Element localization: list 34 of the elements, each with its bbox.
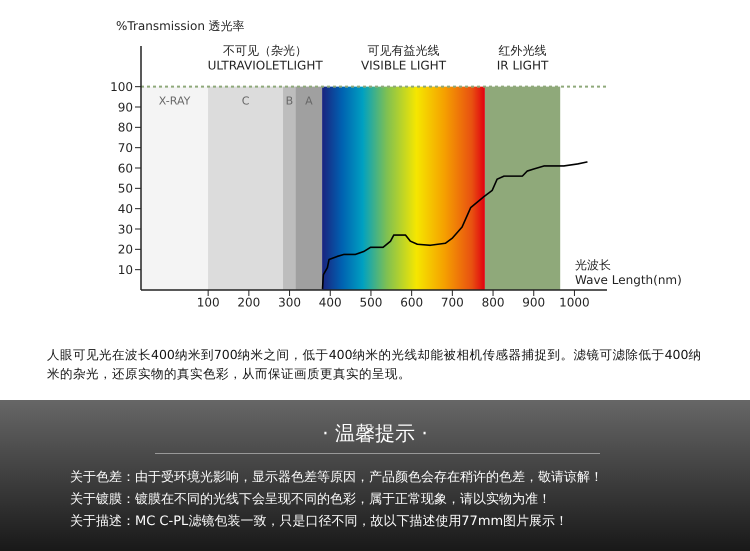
band-label: 不可见（杂光） ULTRAVIOLETLIGHT	[208, 44, 324, 73]
x-tick-label: 800	[482, 296, 504, 310]
text: 关于描述：MC C-PL滤镜包装一致，只是口径不同，故以下描述使用77mm图片展示！	[70, 513, 568, 530]
x-tick-label: 100	[196, 296, 220, 310]
band-label: B	[286, 94, 294, 108]
x-tick-label: 200	[237, 296, 260, 310]
x-axis-title: 光波长 Wave Length(nm)	[575, 258, 682, 288]
y-tick-label: 70	[118, 140, 133, 155]
text: 关于镀膜：镀膜在不同的光线下会呈现不同的色彩，属于正常现象，请以实物为准！	[70, 491, 551, 508]
x-tick-label: 900	[522, 296, 546, 310]
y-tick-label: 100	[110, 80, 133, 94]
y-tick-label: 80	[118, 120, 133, 135]
band-label: X-RAY	[158, 94, 191, 108]
band-label: 可见有益光线 VISIBLE LIGHT	[360, 44, 447, 73]
band-label: 红外光线 IR LIGHT	[496, 44, 549, 73]
x-tick-label: 300	[278, 296, 302, 310]
text: · 温馨提示 ·	[321, 420, 429, 447]
x-tick-label: 600	[400, 296, 424, 310]
y-tick-label: 60	[118, 161, 133, 176]
text: 人眼可见光在波长400纳米到700纳米之间，低于400纳米的光线却能被相机传感器捕捉到。滤镜可滤除低于400纳米的杂光，还原实物的真实色彩，从而保证画质更真实的呈现。	[47, 346, 702, 383]
y-tick-label: 30	[118, 222, 133, 236]
y-tick-label: 20	[118, 242, 133, 257]
band-label: C	[242, 94, 250, 108]
x-tick-label: 700	[440, 296, 464, 310]
x-tick-label: 1000	[559, 296, 590, 310]
y-tick-label: 90	[118, 100, 133, 114]
x-tick-label: 400	[318, 296, 342, 310]
y-tick-label: 40	[118, 202, 133, 216]
y-tick-label: 10	[118, 262, 133, 277]
y-tick-label: 50	[118, 182, 133, 196]
x-tick-label: 500	[359, 296, 382, 310]
text: 关于色差：由于受环境光影响，显示器色差等原因，产品颜色会存在稍许的色差，敬请谅解！	[70, 469, 603, 486]
y-axis-title: %Transmission 透光率	[116, 18, 245, 35]
band-label: A	[305, 94, 314, 108]
